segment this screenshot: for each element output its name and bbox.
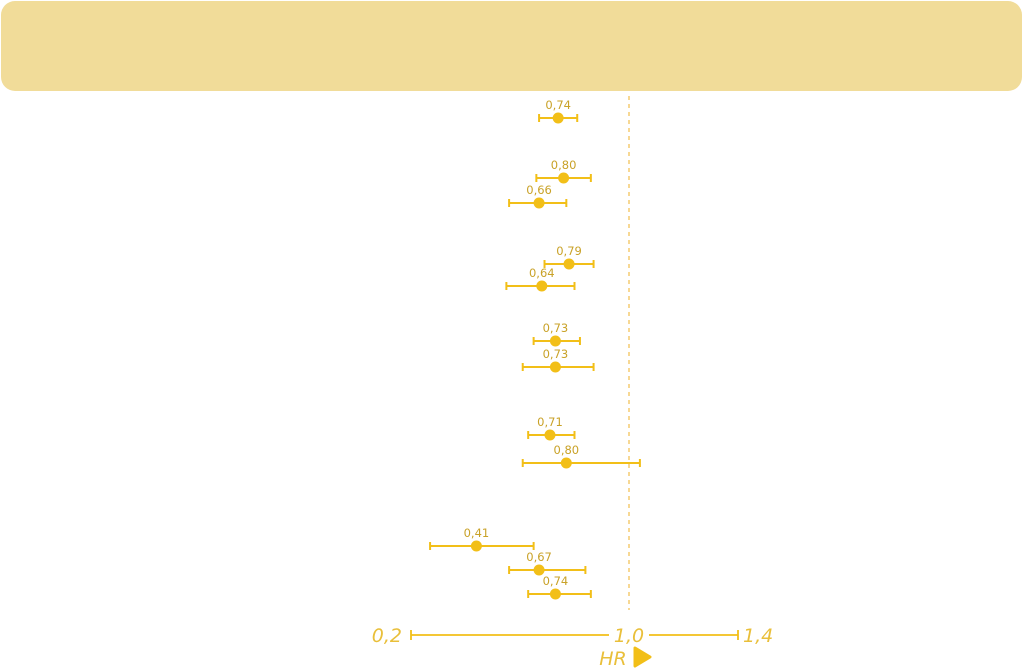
points-layer: 0,74 0,80 0,66 0,790,64 0,73 0,73 0,71 0,80 0,41… (429, 98, 641, 600)
forest-row: 0,41 (429, 526, 535, 552)
hr-value-label: 0,73 (543, 321, 569, 335)
x-axis: 0,2 1,0 1,4 HR (372, 625, 773, 670)
hr-value-label: 0,41 (464, 526, 490, 540)
forest-row: 0,74 (538, 98, 579, 124)
forest-row: 0,71 (527, 415, 576, 441)
hr-value-label: 0,79 (556, 244, 582, 258)
hr-point (536, 280, 548, 292)
hr-value-label: 0,66 (526, 183, 552, 197)
tick-label-min: 0,2 (372, 625, 402, 647)
forest-row: 0,73 (521, 347, 595, 373)
hr-value-label: 0,71 (537, 415, 563, 429)
tick-label-max: 1,4 (743, 625, 773, 647)
header-banner (1, 1, 1022, 91)
forest-row: 0,79 (543, 244, 595, 270)
hr-point (563, 258, 575, 270)
hr-value-label: 0,80 (554, 443, 580, 457)
x-axis-label: HR (599, 648, 627, 670)
forest-row: 0,64 (505, 266, 576, 292)
forest-row: 0,80 (521, 443, 641, 469)
forest-row: 0,74 (527, 574, 592, 600)
hr-value-label: 0,64 (529, 266, 555, 280)
hr-point (470, 540, 482, 552)
hr-point (544, 429, 556, 441)
forest-row: 0,67 (508, 550, 587, 576)
hr-value-label: 0,74 (543, 574, 569, 588)
hr-value-label: 0,74 (545, 98, 571, 112)
play-triangle-icon (633, 646, 652, 668)
hr-point (549, 361, 561, 373)
forest-row: 0,66 (508, 183, 568, 209)
hr-value-label: 0,73 (543, 347, 569, 361)
hr-point (552, 112, 564, 124)
hr-point (533, 197, 545, 209)
forest-row: 0,73 (532, 321, 581, 347)
hr-point (549, 335, 561, 347)
forest-row: 0,80 (535, 158, 592, 184)
hr-point (533, 564, 545, 576)
tick-label-ref: 1,0 (614, 625, 644, 647)
hr-value-label: 0,80 (551, 158, 577, 172)
hr-point (549, 588, 561, 600)
hr-value-label: 0,67 (526, 550, 552, 564)
hr-point (560, 457, 572, 469)
hr-point (558, 172, 570, 184)
